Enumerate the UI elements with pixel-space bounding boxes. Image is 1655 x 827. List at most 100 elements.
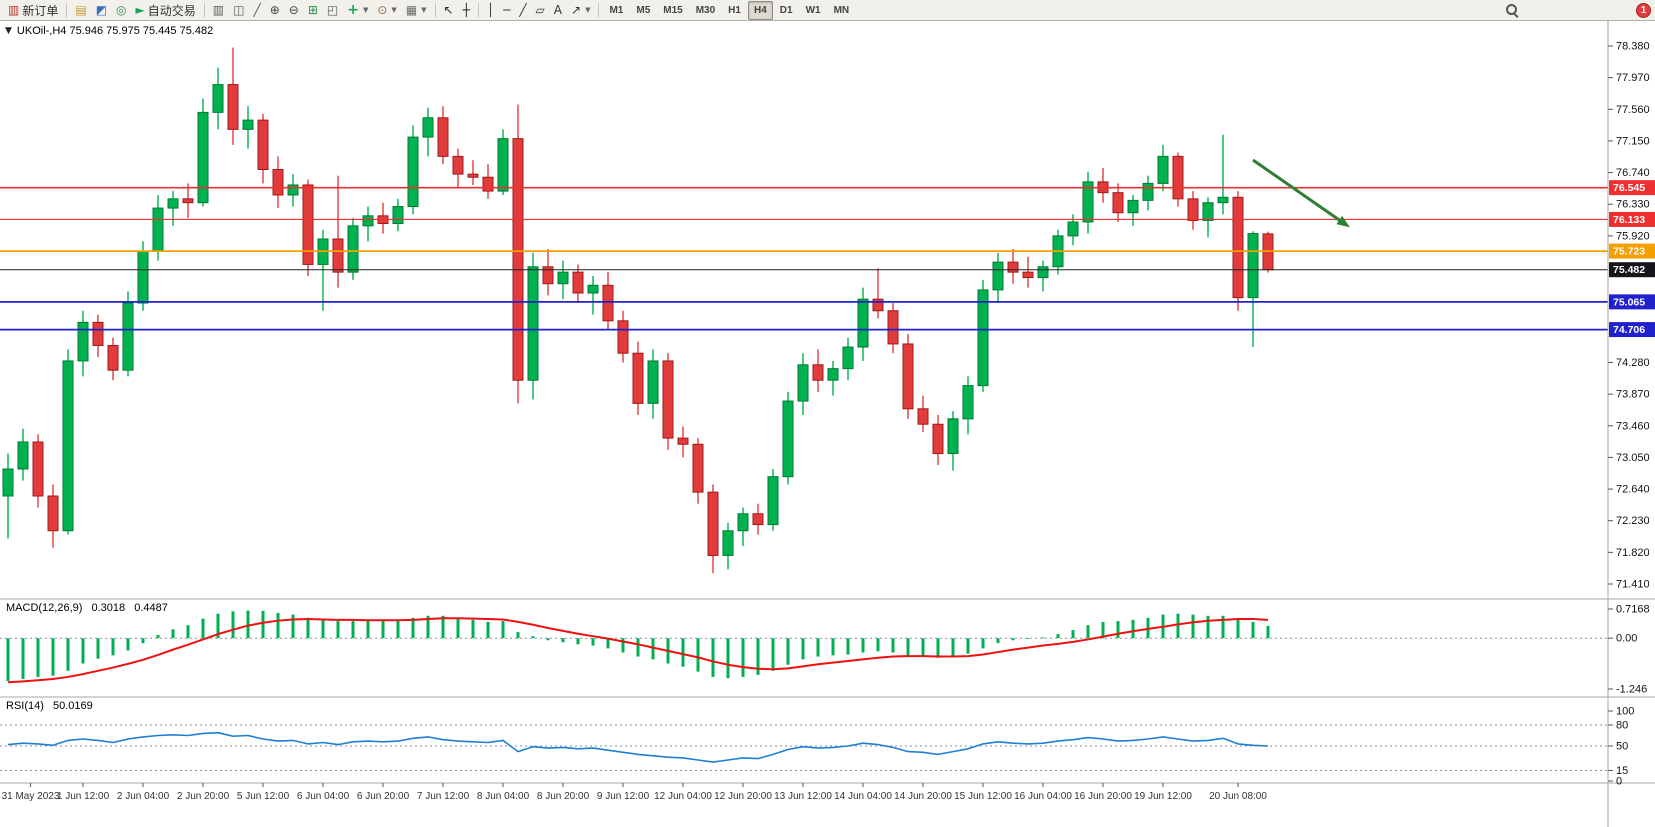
chevron-down-icon: ▼ <box>391 6 397 14</box>
crosshair-icon: ┼ <box>462 3 470 17</box>
timeframe-button-m15[interactable]: M15 <box>663 4 683 16</box>
svg-text:71.410: 71.410 <box>1616 579 1650 591</box>
macd-indicator-label: MACD(12,26,9) 0.3018 0.4487 <box>6 602 168 614</box>
svg-text:2 Jun 04:00: 2 Jun 04:00 <box>117 791 170 802</box>
toolbar-separator <box>598 2 600 18</box>
svg-text:0.7168: 0.7168 <box>1616 604 1650 616</box>
macd-name: MACD(12,26,9) <box>6 602 83 614</box>
chart-candles-button[interactable]: ◫ <box>229 1 248 20</box>
svg-text:76.740: 76.740 <box>1616 167 1650 179</box>
svg-text:9 Jun 12:00: 9 Jun 12:00 <box>597 791 650 802</box>
plus-icon: + <box>347 2 359 18</box>
svg-text:75.723: 75.723 <box>1613 246 1645 258</box>
svg-text:2 Jun 20:00: 2 Jun 20:00 <box>177 791 230 802</box>
rsi-indicator-label: RSI(14) 50.0169 <box>6 700 93 712</box>
trendline-button[interactable]: ╱ <box>515 1 530 20</box>
tile-windows-button[interactable]: ⊞ <box>304 1 322 20</box>
svg-text:14 Jun 04:00: 14 Jun 04:00 <box>834 791 892 802</box>
svg-text:78.380: 78.380 <box>1616 41 1650 53</box>
crosshair-button[interactable]: ┼ <box>459 1 474 20</box>
cursor-button[interactable]: ↖ <box>440 1 458 20</box>
svg-text:1 Jun 12:00: 1 Jun 12:00 <box>57 791 110 802</box>
search-button[interactable] <box>1501 1 1524 20</box>
bars-chart-icon: ▥ <box>212 3 225 17</box>
horizontal-line-button[interactable]: ─ <box>499 1 514 20</box>
notifications-badge[interactable]: 1 <box>1636 2 1651 18</box>
time-scale[interactable] <box>0 783 1608 827</box>
svg-text:15 Jun 12:00: 15 Jun 12:00 <box>954 791 1012 802</box>
accounts-button[interactable]: ◩ <box>92 1 111 20</box>
chart-canvas[interactable]: 78.380 77.970 77.560 77.150 76.740 76.330 75.9… <box>0 21 1655 827</box>
collapse-chart-icon[interactable]: ▼ <box>5 26 12 36</box>
arrow-shape-icon: ↗ <box>571 3 582 17</box>
clock-icon: ⊙ <box>377 3 388 17</box>
timeframe-button-h4[interactable]: H4 <box>747 0 773 20</box>
zoom-in-button[interactable]: ⊕ <box>266 1 284 20</box>
chart-symbol-strip: ▼ UKOil-,H4 75.946 75.975 75.445 75.482 <box>5 25 213 37</box>
new-order-icon: ▥ <box>8 3 20 17</box>
macd-main-value: 0.3018 <box>91 602 126 614</box>
svg-text:50: 50 <box>1616 741 1628 753</box>
chart-line-button[interactable]: ╱ <box>249 1 264 20</box>
svg-text:7 Jun 12:00: 7 Jun 12:00 <box>417 791 470 802</box>
new-chart-button[interactable]: + ▼ <box>343 1 372 20</box>
timeframe-button-mn[interactable]: MN <box>833 4 850 16</box>
svg-text:0.00: 0.00 <box>1616 633 1637 645</box>
timeframe-button-m5[interactable]: M5 <box>636 4 651 16</box>
arrows-tool-button[interactable]: ↗ ▼ <box>567 1 594 20</box>
channel-button[interactable]: ▱ <box>532 1 549 20</box>
svg-text:74.706: 74.706 <box>1613 324 1645 336</box>
autotrade-play-icon: ► <box>135 3 145 17</box>
toolbar-separator <box>434 2 436 18</box>
svg-text:16 Jun 20:00: 16 Jun 20:00 <box>1074 791 1132 802</box>
svg-text:-1.246: -1.246 <box>1616 684 1647 696</box>
svg-text:73.460: 73.460 <box>1616 420 1650 432</box>
svg-text:8 Jun 20:00: 8 Jun 20:00 <box>537 791 590 802</box>
trend-arrow-annotation[interactable] <box>1252 158 1346 226</box>
svg-text:76.133: 76.133 <box>1613 214 1645 226</box>
svg-text:14 Jun 20:00: 14 Jun 20:00 <box>894 791 952 802</box>
autotrade-button-label: 自动交易 <box>147 3 196 18</box>
price-scale[interactable] <box>1608 21 1655 783</box>
svg-text:12 Jun 20:00: 12 Jun 20:00 <box>714 791 772 802</box>
svg-text:73.050: 73.050 <box>1616 452 1650 464</box>
svg-text:19 Jun 12:00: 19 Jun 12:00 <box>1134 791 1192 802</box>
template-icon: ▦ <box>405 3 418 17</box>
globe-icon: ◎ <box>116 3 127 17</box>
svg-text:73.870: 73.870 <box>1616 389 1650 401</box>
svg-text:76.545: 76.545 <box>1613 182 1645 194</box>
svg-text:77.150: 77.150 <box>1616 135 1650 147</box>
chart-svg[interactable]: 78.380 77.970 77.560 77.150 76.740 76.330 75.9… <box>0 21 1655 827</box>
vertical-line-icon: │ <box>486 3 495 17</box>
symbol-ohlc-label: UKOil-,H4 75.946 75.975 75.445 75.482 <box>16 25 214 37</box>
svg-text:80: 80 <box>1616 720 1628 732</box>
autotrade-button[interactable]: ► 自动交易 <box>132 1 200 20</box>
trendline-icon: ╱ <box>519 3 527 17</box>
new-order-button[interactable]: ▥ 新订单 <box>4 1 62 20</box>
period-selector-button[interactable]: ⊙ ▼ <box>373 1 400 20</box>
toolbar: ▥ 新订单 ▤ ◩ ◎ ► 自动交易 ▥ ◫ ╱ ⊕ ⊖ ⊞ ◰ + ▼ ⊙ ▼ ▦ ▼ ↖ ┼ │ ─ ╱ ▱ A ↗ ▼ M1 M5 M1… <box>0 0 1655 21</box>
rsi-name: RSI(14) <box>6 700 44 712</box>
templates-button[interactable]: ▦ ▼ <box>402 1 431 20</box>
search-icon <box>1505 3 1520 18</box>
chart-bars-button[interactable]: ▥ <box>209 1 228 20</box>
timeframe-button-d1[interactable]: D1 <box>779 4 793 16</box>
zoom-in-icon: ⊕ <box>269 3 280 17</box>
horizontal-line-icon: ─ <box>503 3 511 17</box>
cascade-windows-button[interactable]: ◰ <box>323 1 342 20</box>
svg-text:74.280: 74.280 <box>1616 357 1650 369</box>
svg-text:75.065: 75.065 <box>1613 296 1645 308</box>
community-button[interactable]: ◎ <box>112 1 130 20</box>
text-label-button[interactable]: A <box>550 1 566 20</box>
timeframe-button-m30[interactable]: M30 <box>695 4 716 16</box>
charts-profile-button[interactable]: ▤ <box>71 1 90 20</box>
timeframe-button-m1[interactable]: M1 <box>609 4 624 16</box>
timeframe-button-h1[interactable]: H1 <box>728 4 741 16</box>
svg-text:8 Jun 04:00: 8 Jun 04:00 <box>477 791 530 802</box>
toolbar-separator <box>203 2 205 18</box>
zoom-out-icon: ⊖ <box>288 3 299 17</box>
timeframe-button-w1[interactable]: W1 <box>805 4 821 16</box>
zoom-out-button[interactable]: ⊖ <box>285 1 303 20</box>
vertical-line-button[interactable]: │ <box>483 1 498 20</box>
